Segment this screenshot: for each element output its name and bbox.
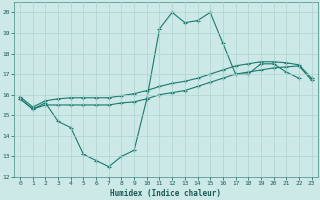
X-axis label: Humidex (Indice chaleur): Humidex (Indice chaleur): [110, 189, 221, 198]
